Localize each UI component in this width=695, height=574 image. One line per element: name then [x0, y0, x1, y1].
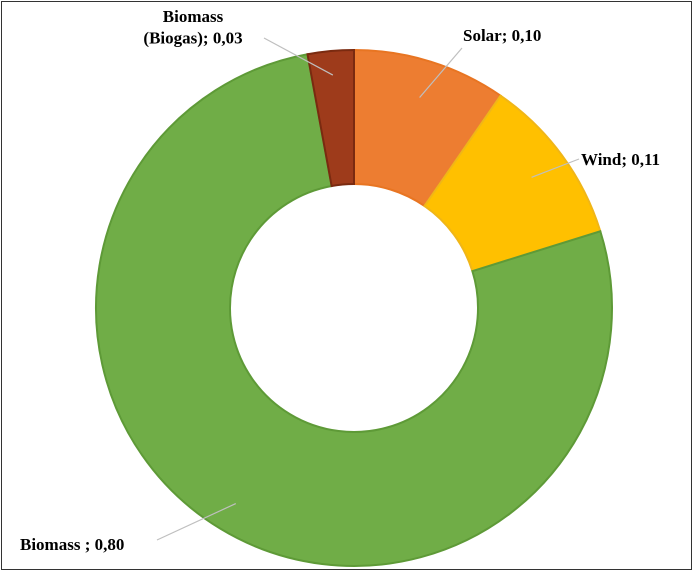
leader-line-3 [263, 37, 334, 76]
data-label-3: Biomass (Biogas); 0,03 [143, 7, 242, 47]
donut-slices [95, 48, 613, 567]
data-label-0: Solar; 0,10 [463, 26, 541, 45]
data-label-1: Wind; 0,11 [581, 150, 660, 169]
leader-line-1 [531, 158, 580, 178]
slice-biomass [95, 53, 613, 567]
leader-line-2 [156, 503, 237, 541]
slice-biomass-biogas [306, 48, 355, 188]
data-labels: Solar; 0,10 Wind; 0,11 Biomass ; 0,80 Bioma… [20, 7, 660, 554]
leader-lines [156, 37, 580, 541]
donut-chart: Solar; 0,10 Wind; 0,11 Biomass ; 0,80 Bioma… [20, 7, 660, 567]
data-label-2: Biomass ; 0,80 [20, 535, 124, 554]
leader-line-0 [419, 47, 463, 98]
